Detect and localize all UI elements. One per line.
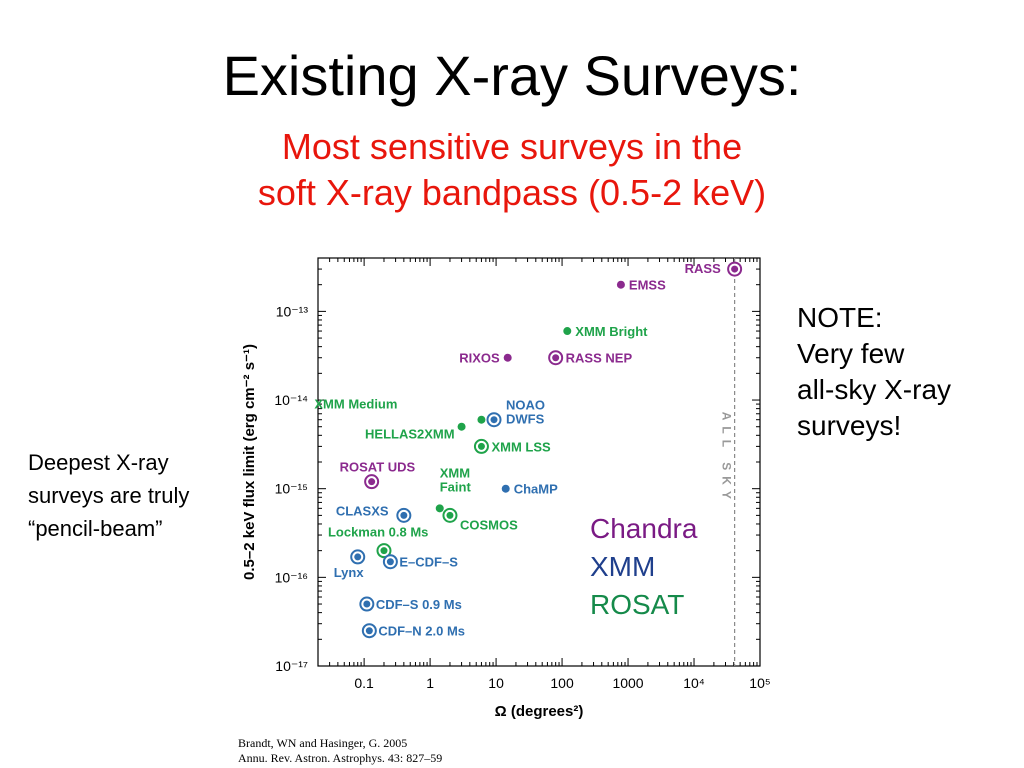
survey-label: EMSS xyxy=(629,278,666,293)
survey-point xyxy=(365,627,373,635)
survey-label: COSMOS xyxy=(460,517,518,532)
survey-point xyxy=(380,547,388,555)
survey-label-line: CDF–N 2.0 Ms xyxy=(378,624,465,639)
survey-label-line: XMM LSS xyxy=(491,439,551,454)
subtitle-line-1: Most sensitive surveys in the xyxy=(281,126,743,167)
y-tick-label: 10⁻¹⁶ xyxy=(275,569,308,585)
survey-label-line: E–CDF–S xyxy=(399,555,458,570)
survey-point xyxy=(386,558,394,566)
survey-label: Lockman 0.8 Ms xyxy=(328,525,428,540)
survey-label-line: XMM xyxy=(440,465,470,480)
citation-line-2: Annu. Rev. Astron. Astrophys. 43: 827–59 xyxy=(238,751,443,765)
survey-label: XMM Faint xyxy=(440,465,472,494)
right-note-line: all-sky X-ray xyxy=(797,374,952,405)
x-tick-label: 10⁴ xyxy=(683,675,705,691)
survey-point xyxy=(616,280,625,289)
survey-label: ROSAT UDS xyxy=(340,460,416,475)
survey-label-line: CLASXS xyxy=(336,503,389,518)
x-tick-label: 1000 xyxy=(612,675,643,691)
survey-point xyxy=(457,422,466,431)
y-tick-label: 10⁻¹⁷ xyxy=(275,658,308,674)
survey-label-line: Lynx xyxy=(334,565,365,580)
survey-point xyxy=(435,504,444,513)
x-tick-label: 10 xyxy=(488,675,504,691)
survey-label-line: DWFS xyxy=(506,412,545,427)
slide-subtitle: Most sensitive surveys in the soft X-ray… xyxy=(0,124,1024,216)
survey-point xyxy=(477,442,485,450)
survey-label-line: HELLAS2XMM xyxy=(365,427,455,442)
y-axis-title: 0.5–2 keV flux limit (erg cm⁻² s⁻¹) xyxy=(241,344,258,580)
survey-point xyxy=(503,353,512,362)
survey-label: RIXOS xyxy=(459,351,500,366)
left-note-line: “pencil-beam” xyxy=(28,516,163,541)
survey-label: RASS xyxy=(685,261,721,276)
survey-label-line: RASS xyxy=(685,261,721,276)
legend-xmm: XMM xyxy=(590,551,656,582)
survey-label-line: Lockman 0.8 Ms xyxy=(328,525,428,540)
survey-label: Lynx xyxy=(334,565,365,580)
survey-label-line: RIXOS xyxy=(459,351,500,366)
left-note-line: Deepest X-ray xyxy=(28,450,169,475)
survey-point xyxy=(552,354,560,362)
survey-label: HELLAS2XMM xyxy=(365,427,455,442)
survey-label: CDF–N 2.0 Ms xyxy=(378,624,465,639)
all-sky-label: ALL SKY xyxy=(720,412,734,505)
survey-label-line: CDF–S 0.9 Ms xyxy=(376,597,462,612)
y-tick-label: 10⁻¹³ xyxy=(276,303,309,319)
slide-title: Existing X-ray Surveys: xyxy=(222,44,802,107)
survey-label: CLASXS xyxy=(336,503,389,518)
x-tick-label: 0.1 xyxy=(354,675,374,691)
right-note-line: NOTE: xyxy=(797,302,883,333)
survey-label: NOAO DWFS xyxy=(506,398,545,427)
survey-point xyxy=(490,416,498,424)
survey-point xyxy=(731,265,739,273)
citation: Brandt, WN and Hasinger, G. 2005 Annu. R… xyxy=(238,736,442,766)
survey-label: ChaMP xyxy=(514,482,558,497)
survey-label-line: XMM Bright xyxy=(575,324,648,339)
survey-point xyxy=(354,553,362,561)
survey-label-line: ROSAT UDS xyxy=(340,460,416,475)
survey-point xyxy=(363,600,371,608)
survey-point xyxy=(477,415,486,424)
survey-label: E–CDF–S xyxy=(399,555,458,570)
survey-point xyxy=(446,511,454,519)
right-note: NOTE: Very few all-sky X-ray surveys! xyxy=(797,300,951,444)
subtitle-line-2: soft X-ray bandpass (0.5-2 keV) xyxy=(257,172,767,213)
left-note-line: surveys are truly xyxy=(28,483,190,508)
survey-point xyxy=(501,484,510,493)
x-tick-label: 100 xyxy=(550,675,574,691)
x-tick-label: 10⁵ xyxy=(749,675,770,691)
survey-point xyxy=(563,327,572,336)
survey-label: RASS NEP xyxy=(566,351,633,366)
y-tick-label: 10⁻¹⁴ xyxy=(274,392,308,408)
survey-point xyxy=(368,478,376,486)
survey-point xyxy=(400,511,408,519)
x-tick-label: 1 xyxy=(426,675,434,691)
survey-label: XMM Bright xyxy=(575,324,648,339)
survey-label-line: COSMOS xyxy=(460,517,518,532)
survey-label: CDF–S 0.9 Ms xyxy=(376,597,462,612)
survey-label-line: NOAO xyxy=(506,398,545,413)
legend-chandra: Chandra xyxy=(590,513,698,544)
right-note-line: surveys! xyxy=(797,410,902,441)
survey-label-line: Faint xyxy=(440,479,472,494)
survey-scatter-chart: 0.1 1 10 100 1000 10⁴ 10⁵ 10⁻¹³ 10⁻¹⁴ 10⁻¹⁵ 10⁻¹⁶ 1… xyxy=(241,257,771,720)
mission-legend: Chandra XMM ROSAT xyxy=(590,510,697,624)
x-axis-title: Ω (degrees²) xyxy=(495,703,584,720)
right-note-line: Very few xyxy=(797,338,905,369)
legend-rosat: ROSAT xyxy=(590,589,685,620)
survey-label-line: ChaMP xyxy=(514,482,558,497)
survey-label-line: RASS NEP xyxy=(566,351,633,366)
y-tick-label: 10⁻¹⁵ xyxy=(275,481,308,497)
survey-label-line: XMM Medium xyxy=(314,397,397,412)
left-note: Deepest X-ray surveys are truly “pencil-… xyxy=(28,446,189,545)
survey-label-line: EMSS xyxy=(629,278,666,293)
survey-label: XMM LSS xyxy=(491,439,551,454)
citation-line-1: Brandt, WN and Hasinger, G. 2005 xyxy=(238,736,408,750)
survey-label: XMM Medium xyxy=(314,397,397,412)
